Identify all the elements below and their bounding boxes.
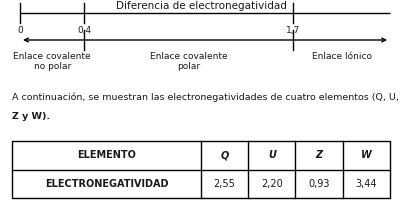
Text: ELECTRONEGATIVIDAD: ELECTRONEGATIVIDAD [45, 179, 168, 189]
Text: A continuación, se muestran las electronegatividades de cuatro elementos (Q, U,: A continuación, se muestran las electron… [12, 93, 398, 102]
Text: 1,7: 1,7 [286, 26, 300, 35]
Text: 0: 0 [17, 26, 23, 35]
Text: U: U [267, 150, 275, 160]
Text: Diferencia de electronegatividad: Diferencia de electronegatividad [115, 1, 286, 11]
Text: Q: Q [220, 150, 228, 160]
Text: Enlace Iónico: Enlace Iónico [311, 52, 371, 61]
Text: ELEMENTO: ELEMENTO [77, 150, 136, 160]
Text: 0,4: 0,4 [77, 26, 91, 35]
Bar [12, 141, 389, 198]
Text: 2,20: 2,20 [260, 179, 282, 189]
Text: 3,44: 3,44 [355, 179, 376, 189]
Text: Enlace covalente
no polar: Enlace covalente no polar [13, 52, 91, 71]
Text: Z y W).: Z y W). [12, 112, 50, 121]
Text: 0,93: 0,93 [308, 179, 329, 189]
Text: Enlace covalente
polar: Enlace covalente polar [150, 52, 227, 71]
Text: W: W [360, 150, 371, 160]
Text: 2,55: 2,55 [213, 179, 235, 189]
Text: Z: Z [315, 150, 322, 160]
